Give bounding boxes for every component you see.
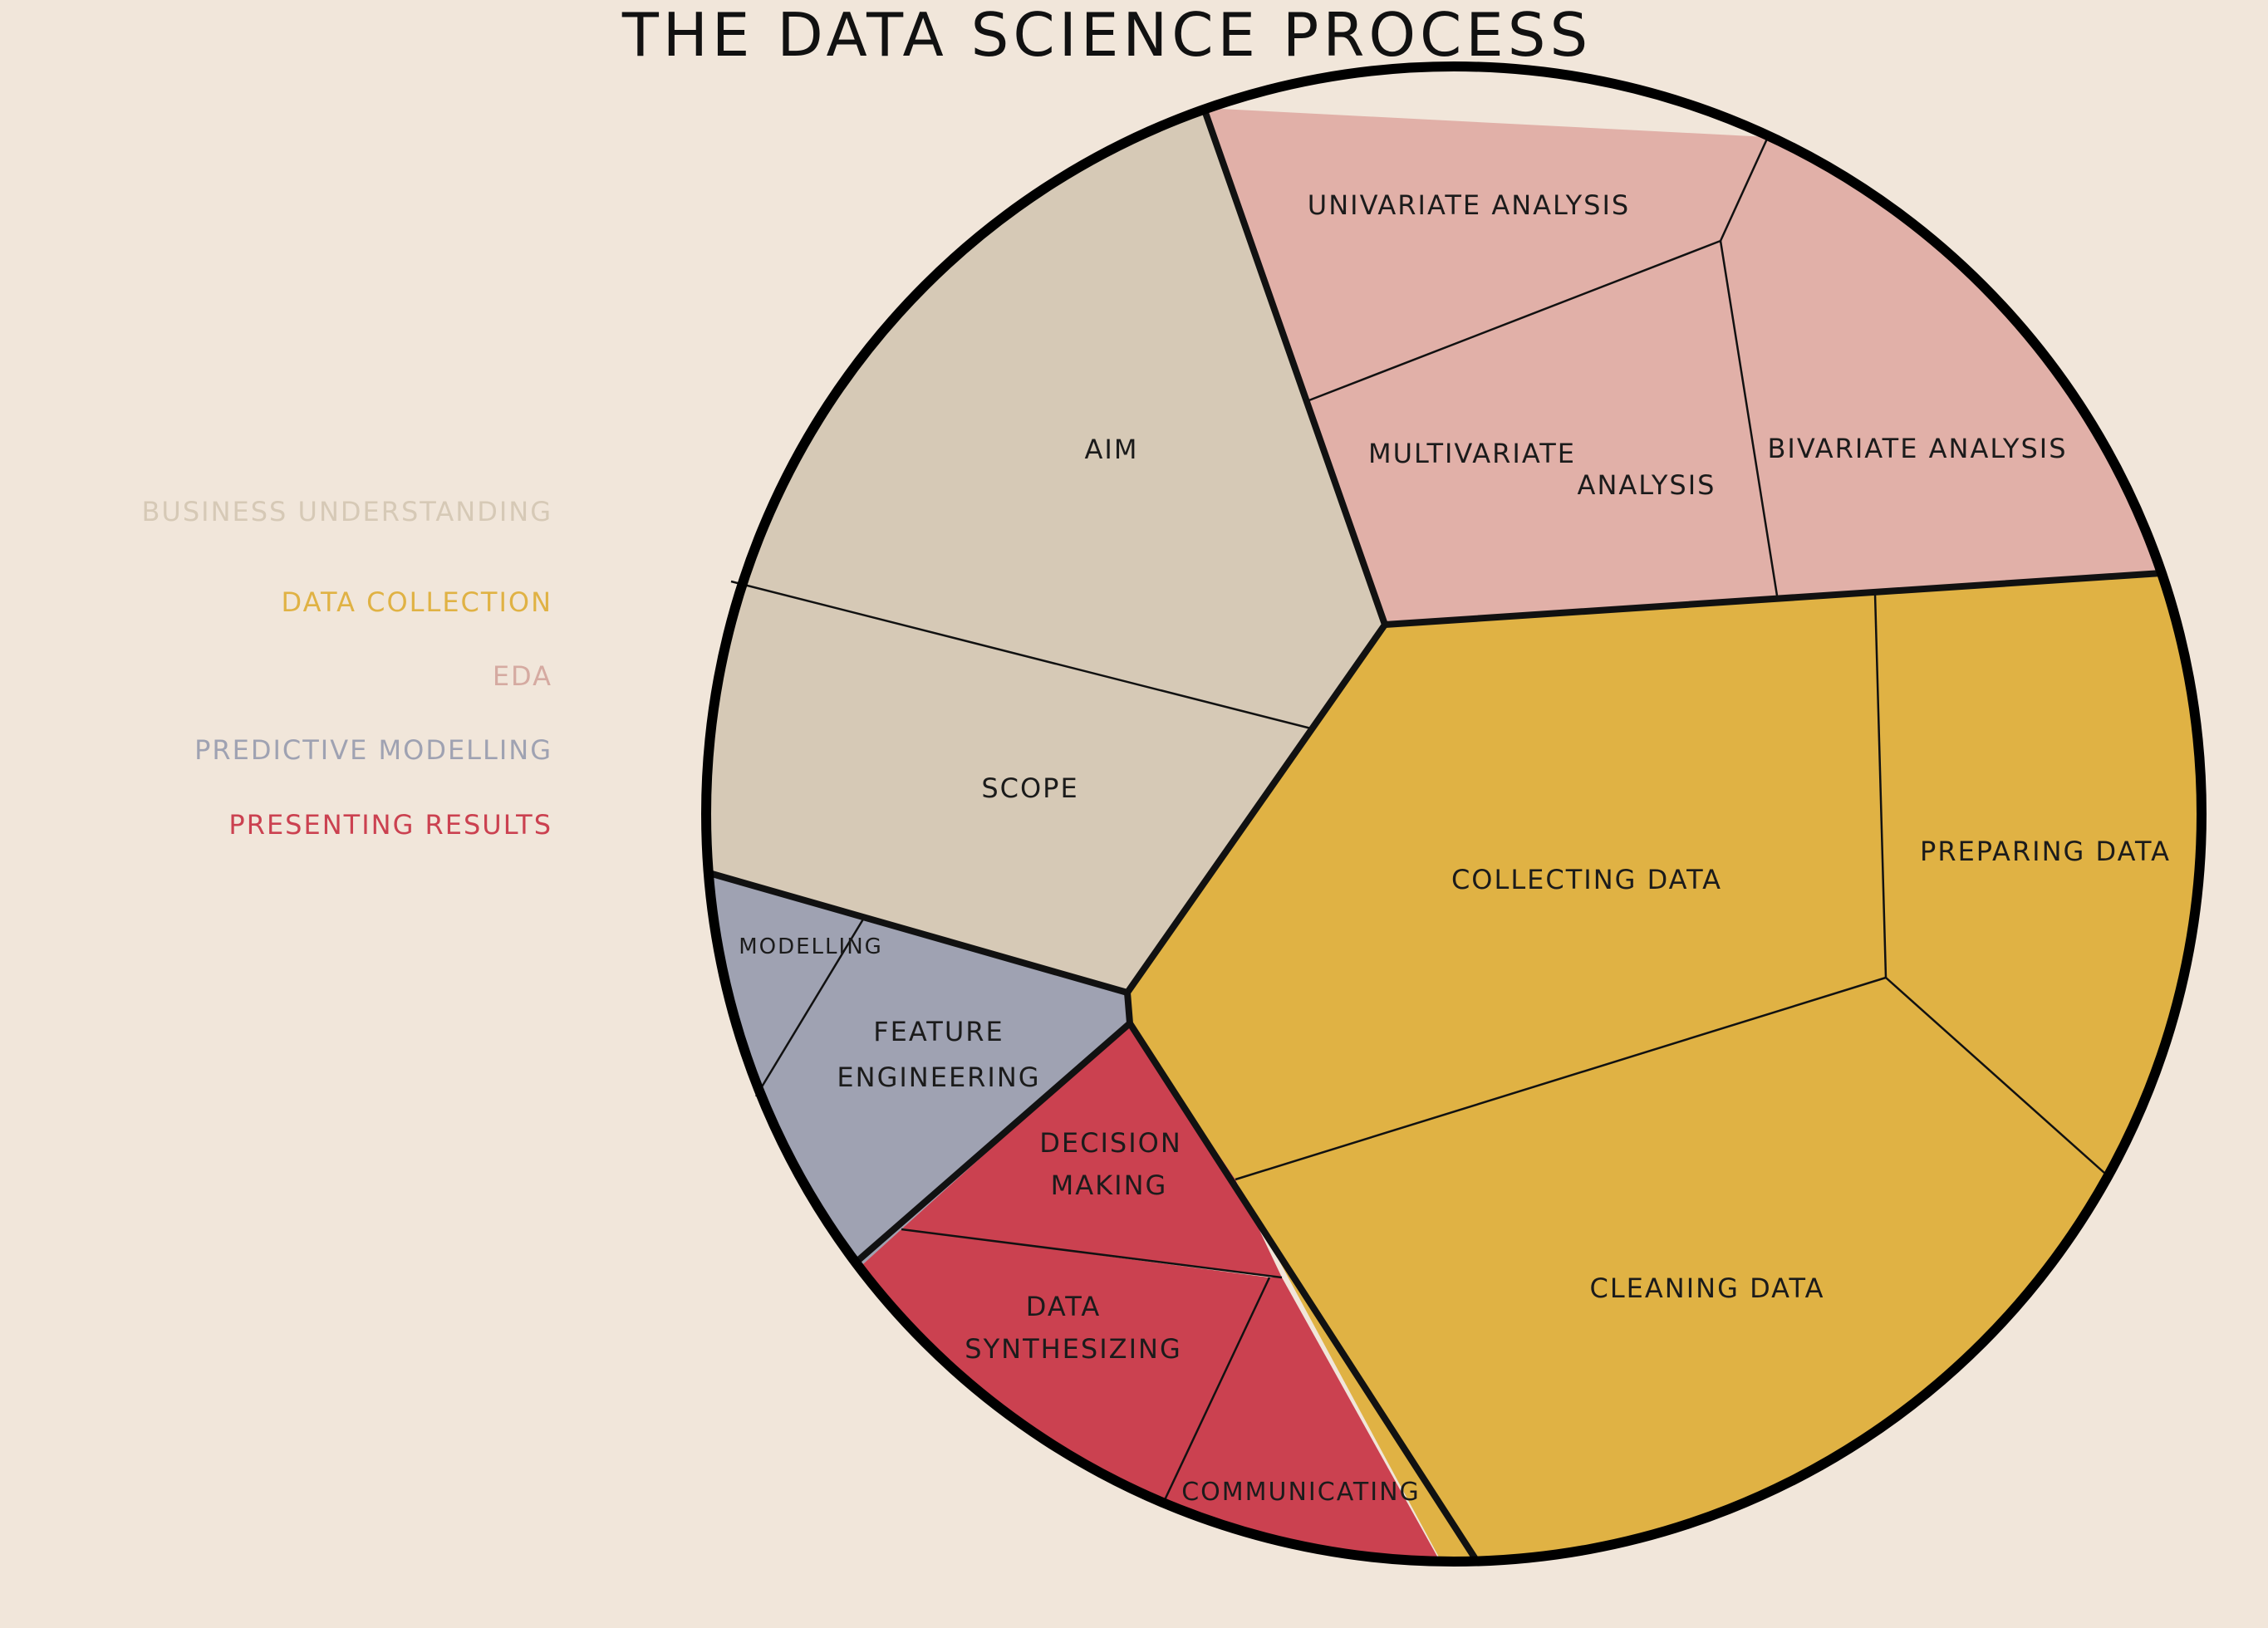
legend-item-eda: EDA <box>492 660 552 692</box>
label-feature-line2: ENGINEERING <box>837 1062 1040 1093</box>
label-bivariate-analysis: BIVARIATE ANALYSIS <box>1767 433 2067 464</box>
label-feature-line1: FEATURE <box>873 1016 1004 1047</box>
legend-item-data-collection: DATA COLLECTION <box>281 586 552 618</box>
label-decision-line1: DECISION <box>1039 1127 1182 1159</box>
label-scope: SCOPE <box>981 772 1078 804</box>
internal-dividers <box>730 136 2105 1504</box>
category-boundaries <box>704 106 2162 1564</box>
label-multivariate-line1: MULTIVARIATE <box>1368 438 1576 469</box>
label-aim: AIM <box>1085 434 1139 465</box>
segment-multivariate <box>1307 241 1777 625</box>
label-collecting-data: COLLECTING DATA <box>1451 864 1722 895</box>
segment-bivariate <box>1721 137 2202 596</box>
label-communicating: COMMUNICATING <box>1181 1478 1421 1507</box>
legend-item-predictive-modelling: PREDICTIVE MODELLING <box>194 734 552 766</box>
label-modelling: MODELLING <box>739 934 883 959</box>
segment-decision-making <box>901 1023 1282 1277</box>
label-cleaning-data: CLEANING DATA <box>1590 1272 1825 1304</box>
label-decision-line2: MAKING <box>1051 1170 1168 1201</box>
label-multivariate-line2: ANALYSIS <box>1578 469 1716 501</box>
label-synthesizing-line2: SYNTHESIZING <box>965 1333 1181 1365</box>
legend-item-presenting-results: PRESENTING RESULTS <box>228 809 552 841</box>
label-preparing-data: PREPARING DATA <box>1920 836 2171 867</box>
label-univariate-analysis: UNIVARIATE ANALYSIS <box>1308 189 1630 221</box>
segment-preparing-data <box>1875 571 2202 1173</box>
label-synthesizing-line1: DATA <box>1026 1291 1101 1322</box>
segment-univariate <box>1204 108 1768 401</box>
diagram-title: THE DATA SCIENCE PROCESS <box>621 0 1593 70</box>
outer-ring <box>701 61 2207 1567</box>
segment-collecting-data <box>1127 594 1886 1179</box>
legend: BUSINESS UNDERSTANDING DATA COLLECTION E… <box>0 0 552 914</box>
legend-item-business-understanding: BUSINESS UNDERSTANDING <box>141 496 552 527</box>
